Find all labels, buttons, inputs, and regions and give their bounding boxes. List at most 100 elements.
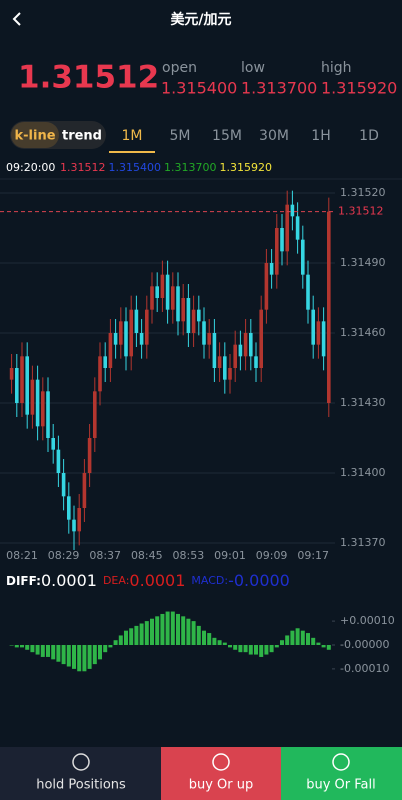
tab[interactable]: 15M — [212, 128, 242, 144]
candle-body — [113, 332, 118, 345]
candle-body — [82, 473, 87, 509]
high-value: 1.315920 — [321, 79, 397, 98]
tab[interactable]: 5M — [170, 128, 191, 144]
buy-fall-button[interactable] — [281, 747, 402, 800]
mode-active — [11, 122, 59, 148]
macd-bar — [165, 611, 170, 645]
macd-bar — [202, 630, 206, 645]
candle-body — [129, 309, 133, 357]
info-value: 1.315920 — [220, 161, 273, 174]
candle-body — [295, 216, 300, 240]
candle-body — [155, 286, 159, 298]
macd-bar — [207, 633, 212, 645]
candle-body — [56, 449, 61, 474]
candle-body — [223, 356, 227, 380]
macd-bar — [290, 630, 295, 645]
macd-bar — [228, 645, 232, 648]
candle-body — [238, 344, 243, 357]
info-values: 1.31512 1.315400 1.313700 1.315920 — [60, 161, 272, 174]
x-tick-label: 09:09 — [256, 549, 288, 562]
candle-body — [197, 309, 201, 322]
macd-bar — [98, 645, 102, 660]
info-value: 1.313700 — [164, 161, 217, 174]
back-button[interactable] — [12, 12, 21, 26]
macd-bar — [217, 640, 222, 645]
low-value: 1.313700 — [241, 79, 317, 98]
candle-body — [321, 321, 326, 357]
candle-body — [139, 332, 144, 345]
macd-bar — [108, 645, 113, 648]
macd-bar — [243, 645, 248, 653]
tab[interactable]: 1M — [122, 128, 143, 144]
macd-bar — [40, 645, 45, 657]
y-tick-label: 1.31430 — [340, 396, 386, 409]
macd-bar — [118, 635, 123, 645]
legend-name: DEA: — [103, 574, 129, 587]
legend-name: MACD: — [191, 574, 228, 587]
macd-bar — [285, 635, 290, 645]
legend-name: DIFF: — [6, 574, 41, 588]
macd-bar — [129, 628, 134, 645]
macd-bar — [72, 645, 76, 669]
candle-body — [176, 286, 180, 322]
macd-bar — [14, 645, 19, 648]
y-tick-label: 1.31370 — [340, 536, 386, 549]
candle-body — [9, 368, 14, 380]
candle-body — [191, 309, 196, 333]
tab[interactable]: 1H — [311, 128, 330, 144]
candle-body — [51, 438, 55, 450]
candle-body — [264, 262, 269, 310]
tab[interactable]: 30M — [259, 128, 289, 144]
macd-bar — [25, 645, 30, 650]
candle-body — [202, 321, 206, 345]
macd-bar — [30, 645, 35, 653]
candle-body — [228, 368, 232, 380]
tab[interactable]: 1D — [359, 128, 379, 144]
candle-body — [181, 297, 185, 322]
candle-body — [160, 274, 165, 298]
tab[interactable]: k-line — [14, 129, 55, 144]
info-value: 1.315400 — [109, 161, 162, 174]
candle-body — [145, 309, 149, 345]
buy-up-button[interactable] — [161, 747, 281, 800]
candle-body — [61, 473, 66, 497]
candle-body — [212, 332, 217, 368]
macd-bar — [103, 645, 108, 653]
x-tick-label: 08:29 — [48, 549, 80, 562]
button-label: buy Or up — [189, 778, 254, 793]
macd-bar — [82, 645, 87, 672]
candle-body — [259, 309, 263, 368]
macd-bar — [222, 642, 227, 645]
candle-body — [269, 262, 274, 275]
candle-body — [280, 227, 284, 252]
x-tick-label: 08:45 — [131, 549, 163, 562]
candle-body — [134, 309, 139, 333]
y-tick-label: 1.31490 — [340, 256, 386, 269]
macd-bar — [87, 645, 92, 669]
candle-body — [41, 391, 45, 427]
macd-bar — [139, 623, 144, 645]
macd-bar — [321, 645, 326, 648]
macd-bar — [134, 625, 139, 645]
tab[interactable]: trend — [62, 129, 102, 144]
candle-body — [171, 286, 175, 310]
candle-body — [72, 519, 76, 532]
hold-positions-button[interactable] — [0, 747, 161, 800]
macd-bar — [181, 616, 186, 645]
macd-bar — [306, 633, 310, 645]
candle-body — [275, 227, 279, 275]
icon — [212, 753, 230, 771]
macd-bar — [269, 645, 274, 653]
candle-body — [207, 332, 211, 345]
current-price: 1.31512 — [18, 60, 159, 96]
candle-body — [108, 332, 113, 368]
y-tick-label: 1.31400 — [340, 466, 386, 479]
open-value: 1.315400 — [161, 79, 237, 98]
macd-bar — [61, 645, 66, 665]
y-tick-label: -0.00000 — [340, 638, 389, 651]
candle-body — [35, 379, 40, 427]
macd-bar — [259, 645, 264, 657]
candle-body — [98, 356, 102, 392]
macd-bar — [113, 640, 118, 645]
